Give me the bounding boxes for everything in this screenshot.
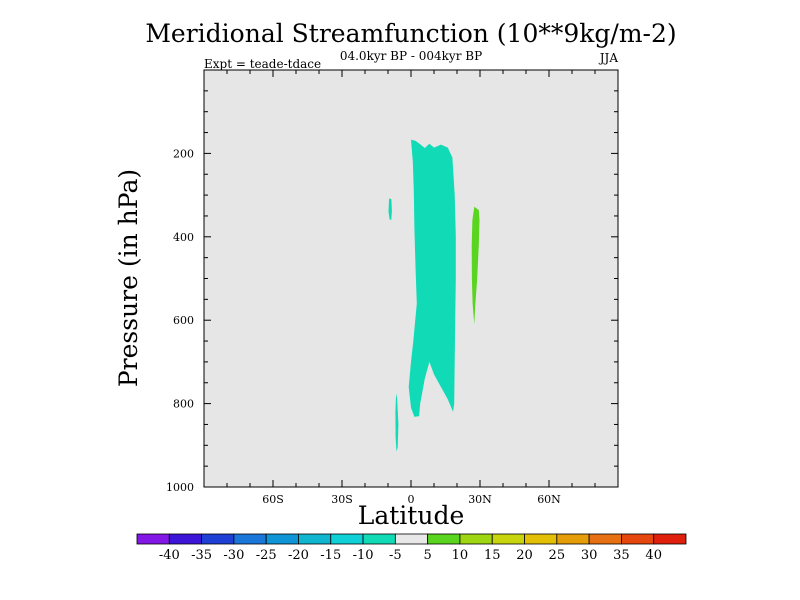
colorbar-box — [459, 533, 493, 545]
colorbar-box — [556, 533, 590, 545]
colorbar-label: 40 — [645, 548, 662, 563]
y-tick-label: 600 — [173, 314, 194, 327]
x-axis-label: Latitude — [358, 501, 465, 530]
chart-subtitle: 04.0kyr BP - 004kyr BP — [340, 49, 482, 63]
x-tick-label: 60N — [537, 493, 561, 506]
x-tick-label: 0 — [408, 493, 415, 506]
colorbar-label: 25 — [549, 548, 566, 563]
colorbar-box — [427, 533, 461, 545]
colorbar: -40 -35 -30 -25 -20 -15 -10 -5 5 10 15 20 25 30 35 40 — [136, 533, 687, 563]
colorbar-label: -35 — [191, 548, 212, 563]
colorbar-box — [201, 533, 235, 545]
colorbar-label: -20 — [288, 548, 309, 563]
colorbar-label: 30 — [581, 548, 598, 563]
colorbar-label: -30 — [223, 548, 244, 563]
colorbar-label: -5 — [389, 548, 402, 563]
contour-region-main-cell — [408, 139, 456, 417]
colorbar-box — [265, 533, 299, 545]
colorbar-box — [653, 533, 687, 545]
contour-region-small-patch-upper — [388, 198, 392, 221]
contour-regions — [388, 139, 480, 452]
y-axis-label: Pressure (in hPa) — [114, 169, 143, 387]
colorbar-box — [298, 533, 332, 545]
colorbar-box — [524, 533, 558, 545]
colorbar-label: -15 — [320, 548, 341, 563]
colorbar-label: -10 — [353, 548, 374, 563]
y-tick-label: 400 — [173, 231, 194, 244]
season-label: JJA — [598, 51, 619, 65]
y-axis-ticks: 200 400 600 800 1000 — [166, 90, 618, 494]
colorbar-label: 10 — [452, 548, 469, 563]
colorbar-box — [233, 533, 267, 545]
x-tick-label: 60S — [262, 493, 284, 506]
colorbar-box — [168, 533, 202, 545]
colorbar-box — [330, 533, 364, 545]
colorbar-box — [491, 533, 525, 545]
colorbar-box — [136, 533, 170, 545]
colorbar-label: 5 — [424, 548, 432, 563]
colorbar-box — [588, 533, 622, 545]
x-tick-label: 30N — [468, 493, 492, 506]
contour-region-positive-cell — [471, 206, 480, 325]
colorbar-label: -40 — [159, 548, 180, 563]
contour-region-small-patch-lower — [395, 393, 399, 452]
x-tick-label: 30S — [331, 493, 353, 506]
y-tick-label: 200 — [173, 147, 194, 160]
colorbar-box — [362, 533, 396, 545]
experiment-label: Expt = teade-tdace — [204, 57, 321, 71]
colorbar-label: 35 — [613, 548, 630, 563]
x-axis-ticks: 60S 30S 0 30N 60N — [226, 70, 596, 506]
plot-background — [204, 70, 618, 487]
y-tick-label: 1000 — [166, 481, 194, 494]
y-tick-label: 800 — [173, 398, 194, 411]
colorbar-box — [394, 533, 429, 545]
chart-title: Meridional Streamfunction (10**9kg/m-2) — [145, 19, 676, 48]
colorbar-label: 15 — [484, 548, 501, 563]
colorbar-label: -25 — [256, 548, 277, 563]
colorbar-box — [621, 533, 655, 545]
colorbar-label: 20 — [516, 548, 533, 563]
